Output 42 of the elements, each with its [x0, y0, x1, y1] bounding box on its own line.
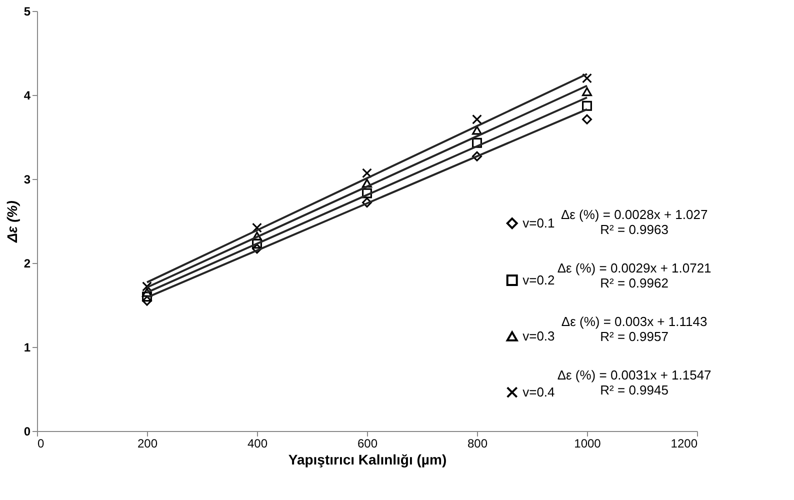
y-tick-label: 5: [24, 4, 31, 18]
annotation: Δε (%) = 0.0031x + 1.1547 R² = 0.9945: [557, 367, 712, 398]
y-axis-title: Δε (%): [4, 200, 20, 244]
y-tick-label: 2: [24, 256, 31, 270]
point: [472, 151, 482, 162]
point: [582, 87, 592, 96]
legend-label: v=0.4: [522, 384, 555, 400]
x-tick-label: 0: [38, 436, 44, 450]
x-tick-label: 1200: [670, 436, 698, 450]
y-tick-label: 1: [24, 340, 31, 354]
point: [362, 178, 372, 188]
point: [142, 292, 152, 302]
point: [142, 288, 152, 297]
x-tick-label: 800: [467, 436, 488, 450]
y-tick-label: 4: [24, 88, 31, 102]
point: [582, 73, 592, 84]
x-tick-label: 600: [357, 436, 378, 450]
annotation: Δε (%) = 0.003x + 1.1143 R² = 0.9957: [561, 314, 708, 344]
point: [472, 138, 482, 148]
point: [142, 282, 152, 292]
annotation: Δε (%) = 0.0028x + 1.027 R² = 0.9963: [560, 206, 708, 237]
y-tick-label: 3: [24, 172, 31, 186]
legend-label: v=0.3: [522, 328, 555, 344]
annotation: Δε (%) = 0.0029x + 1.0721 R² = 0.9962: [557, 260, 712, 290]
point: [252, 232, 262, 241]
point: [582, 114, 592, 124]
legend-label: v=0.2: [522, 272, 555, 288]
x-tick-label: 1000: [574, 436, 602, 450]
x-tick-label: 200: [137, 436, 158, 450]
point: [472, 126, 482, 135]
point: [362, 188, 372, 198]
point: [252, 222, 262, 233]
point: [252, 238, 262, 249]
x-tick-label: 400: [247, 436, 268, 450]
point: [472, 114, 482, 124]
x-axis-title: Yapıştırıcı Kalınlığı (µm): [288, 452, 447, 468]
point: [362, 168, 372, 178]
point: [582, 100, 592, 111]
point: [142, 296, 152, 306]
legend-label: v=0.1: [522, 215, 555, 230]
y-tick-label: 0: [24, 424, 31, 438]
point: [362, 198, 372, 208]
